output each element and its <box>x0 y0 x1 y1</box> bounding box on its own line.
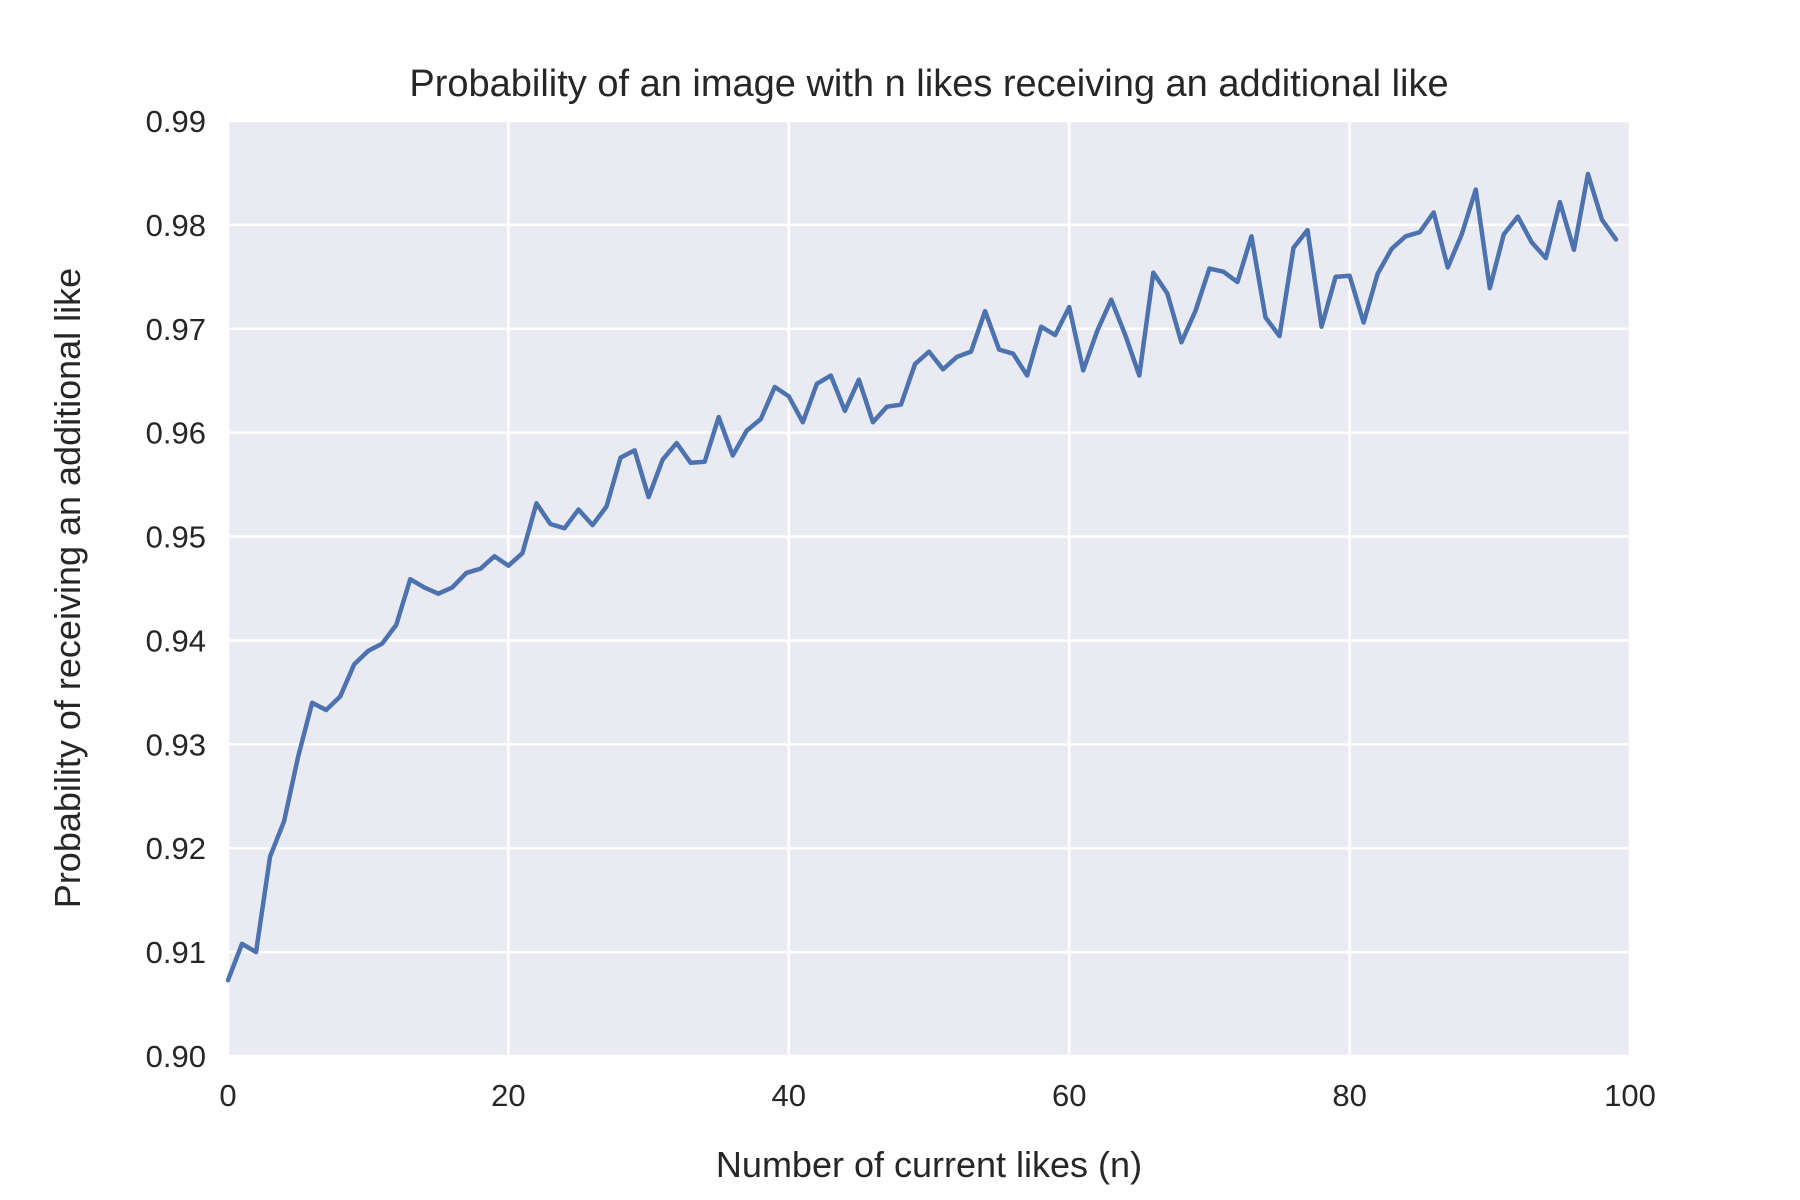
y-tick-label: 0.92 <box>146 831 206 866</box>
x-tick-label: 100 <box>1604 1078 1656 1113</box>
grid <box>226 119 1632 1058</box>
y-tick-label: 0.95 <box>146 520 206 555</box>
tick-labels: 0 20 40 60 80 100 0.90 0.91 0.92 0.93 0.94 0.95 0.96… <box>146 104 1656 1113</box>
y-tick-label: 0.96 <box>146 416 206 451</box>
y-tick-label: 0.94 <box>146 623 206 658</box>
series-line-0 <box>225 171 1619 983</box>
x-tick-label: 40 <box>772 1078 806 1113</box>
y-tick-label: 0.97 <box>146 312 206 347</box>
x-tick-label: 80 <box>1332 1078 1366 1113</box>
x-tick-label: 0 <box>219 1078 236 1113</box>
y-tick-label: 0.90 <box>146 1039 206 1074</box>
y-tick-label: 0.99 <box>146 104 206 139</box>
chart-title: Probability of an image with n likes rec… <box>409 63 1448 105</box>
y-tick-label: 0.93 <box>146 727 206 762</box>
series-layer <box>225 171 1619 983</box>
x-tick-label: 60 <box>1052 1078 1086 1113</box>
y-tick-label: 0.91 <box>146 935 206 970</box>
plot-area <box>228 121 1630 1056</box>
y-axis-label: Probability of receiving an additional l… <box>47 268 88 908</box>
y-tick-label: 0.98 <box>146 208 206 243</box>
x-axis-label: Number of current likes (n) <box>716 1144 1142 1185</box>
x-tick-label: 20 <box>491 1078 525 1113</box>
